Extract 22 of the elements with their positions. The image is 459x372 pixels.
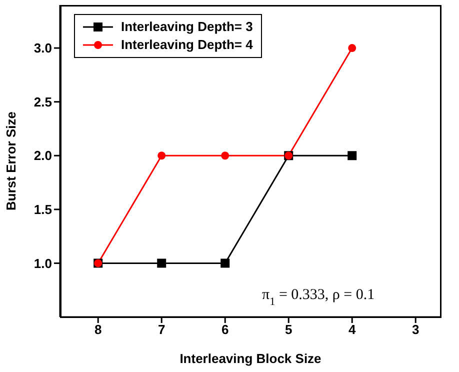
- x-tick-label: 3: [412, 322, 420, 338]
- point: [221, 152, 230, 160]
- annotation: π$_{1}$= 0.333, ρ = 0.1: [262, 287, 375, 308]
- x-tick-label: 6: [221, 322, 229, 338]
- x-tick-label: 7: [158, 322, 166, 338]
- y-tick-label: 1.0: [34, 256, 52, 271]
- point: [348, 44, 356, 52]
- point: [220, 258, 230, 268]
- legend-label: Interleaving Depth= 3: [121, 18, 253, 36]
- y-tick-label: 2.0: [34, 148, 52, 164]
- point: [348, 151, 357, 160]
- x-tick-label: 5: [284, 322, 292, 338]
- x-tick-label: 4: [348, 322, 356, 338]
- y-tick-label: 3.0: [34, 40, 52, 56]
- y-tick-label: 2.5: [34, 94, 52, 110]
- legend-label: Interleaving Depth= 4: [121, 36, 253, 54]
- y-axis-title: Burst Error Size: [4, 112, 19, 210]
- x-axis-title: Interleaving Block Size: [180, 351, 322, 366]
- x-tick-label: 8: [94, 322, 102, 338]
- y-tick-label: 1.5: [34, 202, 52, 218]
- point: [158, 152, 166, 160]
- point: [157, 258, 166, 268]
